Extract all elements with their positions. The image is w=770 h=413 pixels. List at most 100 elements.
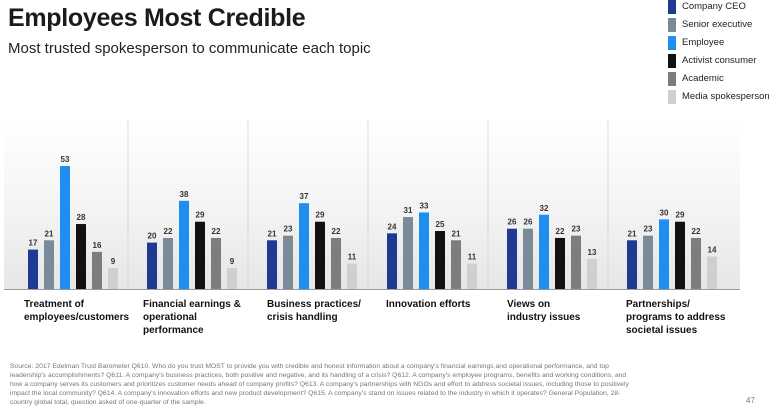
category-label: Views on industry issues [507, 299, 581, 323]
bar [435, 231, 445, 289]
legend-swatch [668, 0, 676, 14]
bar [347, 263, 357, 289]
legend-label: Senior executive [682, 19, 753, 30]
bar [92, 251, 102, 289]
data-label: 21 [45, 229, 54, 238]
source-footnote: Source: 2017 Edelman Trust Barometer Q61… [10, 363, 629, 406]
legend-item: Media spokesperson [668, 90, 770, 108]
data-label: 25 [436, 220, 445, 229]
data-label: 17 [29, 239, 38, 248]
data-label: 32 [540, 204, 549, 213]
bar [523, 228, 533, 289]
legend-label: Activist consumer [682, 55, 757, 66]
data-label: 37 [300, 192, 309, 201]
bar [419, 212, 429, 289]
data-label: 29 [316, 211, 325, 220]
category-label: Financial earnings & operational perform… [143, 299, 241, 336]
bar [163, 237, 173, 289]
data-label: 22 [556, 227, 565, 236]
bar [211, 237, 221, 289]
data-label: 29 [196, 211, 205, 220]
legend-item: Company CEO [668, 0, 770, 18]
bar [283, 235, 293, 289]
data-label: 53 [61, 155, 70, 164]
category-label: Innovation efforts [386, 299, 471, 310]
legend-label: Company CEO [682, 1, 746, 12]
bar [195, 221, 205, 289]
legend-label: Employee [682, 37, 725, 48]
bar [76, 224, 86, 289]
legend-item: Activist consumer [668, 54, 770, 72]
data-label: 28 [77, 213, 86, 222]
bar [691, 237, 701, 289]
bar [331, 237, 341, 289]
category-label: Business practices/ crisis handling [267, 299, 361, 323]
bar [387, 233, 397, 289]
bar [659, 219, 669, 289]
bar [315, 221, 325, 289]
bar [451, 240, 461, 289]
bar [643, 235, 653, 289]
bar [299, 203, 309, 289]
bar [267, 240, 277, 289]
bar [675, 221, 685, 289]
chart-plot-area: 17 21 53 28 16 9 20 22 38 29 22 9 21 23 37 29 22 11 24 31 33… [4, 120, 740, 290]
data-label: 11 [468, 252, 477, 261]
data-label: 22 [212, 227, 221, 236]
legend-swatch [668, 36, 676, 50]
legend-label: Media spokesperson [682, 91, 770, 102]
category-label: Partnerships/ programs to address societ… [626, 299, 726, 336]
bar [28, 249, 38, 289]
data-label: 9 [111, 257, 116, 266]
bar [571, 235, 581, 289]
bar [108, 268, 118, 289]
bar [539, 214, 549, 289]
data-label: 33 [420, 201, 429, 210]
data-label: 21 [268, 229, 277, 238]
data-label: 22 [692, 227, 701, 236]
bar [587, 258, 597, 289]
legend-item: Academic [668, 72, 770, 90]
data-label: 21 [628, 229, 637, 238]
data-label: 23 [284, 225, 293, 234]
legend-item: Employee [668, 36, 770, 54]
category-label: Treatment of employees/customers [24, 299, 130, 323]
bar [707, 256, 717, 289]
bar [147, 242, 157, 289]
legend-swatch [668, 90, 676, 104]
data-label: 9 [230, 257, 235, 266]
data-label: 16 [93, 241, 102, 250]
data-label: 13 [588, 248, 597, 257]
data-label: 14 [708, 246, 717, 255]
bar [44, 240, 54, 289]
bar [403, 217, 413, 289]
bar [555, 237, 565, 289]
data-label: 23 [644, 225, 653, 234]
data-label: 20 [148, 232, 157, 241]
page-number: 47 [746, 396, 755, 405]
data-label: 22 [332, 227, 341, 236]
data-label: 31 [404, 206, 413, 215]
data-label: 38 [180, 190, 189, 199]
legend-item: Senior executive [668, 18, 770, 36]
data-label: 30 [660, 208, 669, 217]
legend-swatch [668, 54, 676, 68]
chart-title: Employees Most Credible [8, 4, 306, 32]
legend-swatch [668, 18, 676, 32]
data-label: 29 [676, 211, 685, 220]
bar [179, 200, 189, 289]
chart-subtitle: Most trusted spokesperson to communicate… [8, 40, 371, 57]
bar [227, 268, 237, 289]
bar [507, 228, 517, 289]
legend-swatch [668, 72, 676, 86]
data-label: 21 [452, 229, 461, 238]
bar [60, 166, 70, 289]
data-label: 11 [348, 252, 357, 261]
bar [627, 240, 637, 289]
bar [467, 263, 477, 289]
data-label: 23 [572, 225, 581, 234]
data-label: 24 [388, 222, 397, 231]
data-label: 22 [164, 227, 173, 236]
data-label: 26 [508, 218, 517, 227]
legend-label: Academic [682, 73, 724, 84]
